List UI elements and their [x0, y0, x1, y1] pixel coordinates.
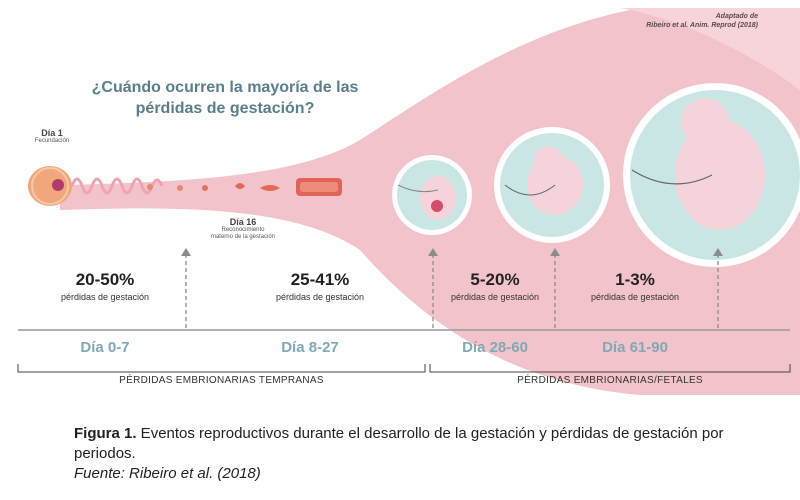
stat-label-3: pérdidas de gestación: [450, 292, 540, 302]
embryo-stage-2: [177, 185, 183, 191]
range-label-2: Día 8-27: [281, 339, 339, 356]
day16-label: Día 16: [229, 217, 257, 227]
day16-sub-2: materno de la gestación: [210, 234, 276, 240]
caption-lead: Figura 1.: [74, 425, 137, 442]
embryo-stage-5: [260, 185, 280, 191]
stat-label-4: pérdidas de gestación: [590, 292, 680, 302]
embryo-stage-4: [235, 183, 245, 189]
early-period-bracket: [17, 364, 426, 373]
egg-cell: [28, 166, 72, 206]
day1-sub: Fecundación: [34, 138, 70, 144]
caption-text: Eventos reproductivos durante el desarro…: [74, 425, 724, 462]
embryo-stage-3: [202, 185, 208, 191]
dashed-arrows: [185, 254, 719, 328]
credit-line-2: Ribeiro et al. Anim. Reprod (2018): [646, 22, 758, 29]
caption-source: Fuente: Ribeiro et al. (2018): [74, 465, 261, 482]
range-label-3: Día 28-60: [462, 339, 528, 356]
egg-nucleus: [52, 179, 64, 191]
day16-sub-1: Reconocimiento: [221, 227, 265, 233]
figure-graphic: [17, 8, 800, 395]
question-line-1: ¿Cuándo ocurren la mayoría de las: [91, 79, 359, 96]
day1-label: Día 1: [41, 128, 63, 138]
stat-percent-2: 25-41%: [290, 270, 350, 289]
range-label-4: Día 61-90: [602, 339, 668, 356]
pink-band-top-shade: [620, 8, 800, 90]
oviduct-coil: [70, 177, 164, 195]
question-line-2: pérdidas de gestación?: [135, 100, 315, 117]
period-early-label: PÉRDIDAS EMBRIONARIAS TEMPRANAS: [119, 375, 324, 386]
egg-halo: [31, 167, 69, 205]
stat-label-2: pérdidas de gestación: [275, 292, 365, 302]
stat-percent-3: 5-20%: [470, 270, 520, 289]
figure-question: ¿Cuándo ocurren la mayoría de las pérdid…: [70, 77, 380, 119]
credit-line-1: Adaptado de: [715, 13, 758, 20]
stat-percent-4: 1-3%: [615, 270, 655, 289]
conceptus-inner: [300, 182, 338, 192]
day16-annotation: Día 16 Reconocimiento materno de la gest…: [188, 217, 298, 241]
day1-annotation: Día 1 Fecundación: [22, 128, 82, 145]
range-label-1: Día 0-7: [80, 339, 130, 356]
gestation-loss-figure: Adaptado de Ribeiro et al. Anim. Reprod …: [17, 8, 800, 395]
fetus-circle-large: [623, 83, 800, 267]
stat-percent-1: 20-50%: [75, 270, 135, 289]
fetus-circle-medium: [494, 127, 610, 243]
arrow-heads: [181, 248, 723, 256]
figure-credit: Adaptado de Ribeiro et al. Anim. Reprod …: [598, 12, 758, 30]
embryo-circle-small: [392, 155, 472, 235]
stat-label-1: pérdidas de gestación: [60, 292, 150, 302]
late-period-bracket: [429, 364, 791, 373]
period-late-label: PÉRDIDAS EMBRIONARIAS/FETALES: [517, 375, 703, 386]
embryo-stage-1: [147, 184, 153, 190]
figure-caption: Figura 1. Eventos reproductivos durante …: [74, 424, 754, 484]
